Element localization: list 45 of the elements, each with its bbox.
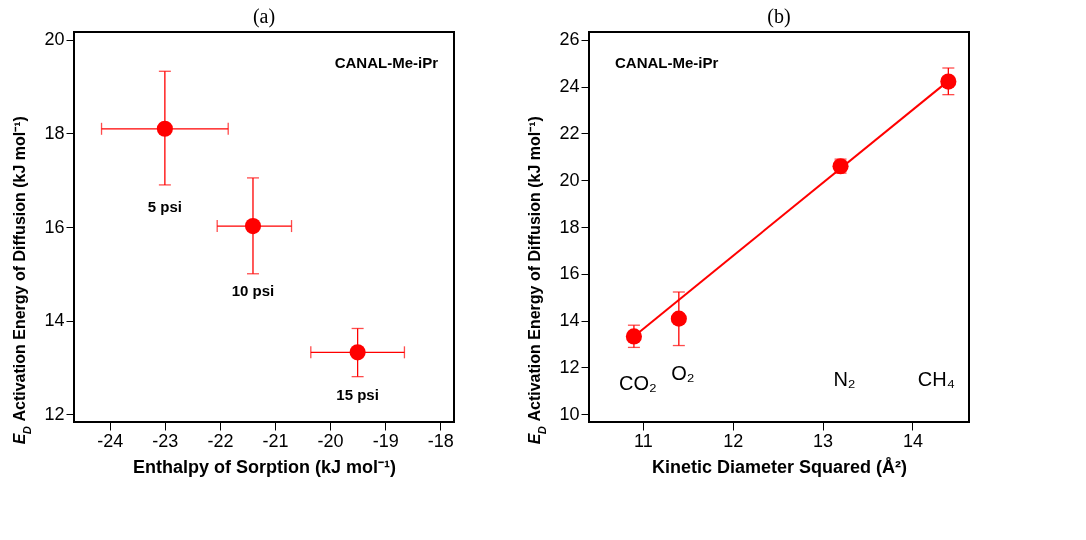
annotation: 15 psi (336, 386, 379, 404)
annotation: CANAL-Me-iPr (615, 54, 719, 71)
annotation: O₂ (671, 362, 695, 384)
y-tick-label: 10 (559, 403, 580, 424)
x-tick-label: 13 (813, 430, 834, 451)
y-tick-label: 20 (44, 29, 65, 50)
x-tick-label: 14 (902, 430, 923, 451)
point (349, 344, 366, 361)
y-tick-label: 18 (44, 122, 65, 143)
y-tick-label: 14 (559, 310, 580, 331)
annotation: CANAL-Me-iPr (334, 54, 439, 71)
y-tick-label: 18 (559, 216, 580, 237)
chart-title: (a) (252, 4, 276, 28)
x-tick-label: -20 (317, 430, 344, 451)
x-tick-label: -19 (372, 430, 399, 451)
x-tick-label: -21 (262, 430, 289, 451)
x-tick-label: -24 (97, 430, 124, 451)
y-axis-title: ED Activation Energy of Diffusion (kJ mol⁻¹) (11, 116, 33, 445)
x-tick-label: -18 (427, 430, 454, 451)
y-tick-label: 12 (44, 403, 65, 424)
annotation: 5 psi (147, 197, 182, 215)
y-tick-label: 16 (44, 216, 65, 237)
point (670, 310, 687, 327)
point (625, 328, 642, 345)
annotation: 10 psi (231, 282, 275, 300)
x-axis-title: Kinetic Diameter Squared (Å²) (651, 456, 908, 477)
x-tick-label: 11 (634, 430, 653, 451)
x-tick-label: -23 (152, 430, 179, 451)
annotation: CH₄ (917, 368, 955, 390)
y-tick-label: 14 (44, 310, 65, 331)
x-tick-label: 12 (723, 430, 744, 451)
annotation: N₂ (833, 368, 856, 390)
point (244, 218, 262, 235)
chart-title: (b) (767, 4, 791, 28)
y-tick-label: 24 (559, 76, 580, 97)
y-axis-title: ED Activation Energy of Diffusion (kJ mol⁻¹) (526, 116, 548, 445)
y-tick-label: 12 (559, 356, 580, 377)
y-tick-label: 16 (559, 263, 580, 284)
point (156, 120, 173, 137)
y-tick-label: 20 (559, 169, 580, 190)
x-axis-title: Enthalpy of Sorption (kJ mol⁻¹) (133, 456, 396, 477)
x-tick-label: -22 (207, 430, 234, 451)
annotation: CO₂ (619, 372, 657, 394)
y-tick-label: 22 (559, 122, 580, 143)
y-tick-label: 26 (559, 29, 580, 50)
